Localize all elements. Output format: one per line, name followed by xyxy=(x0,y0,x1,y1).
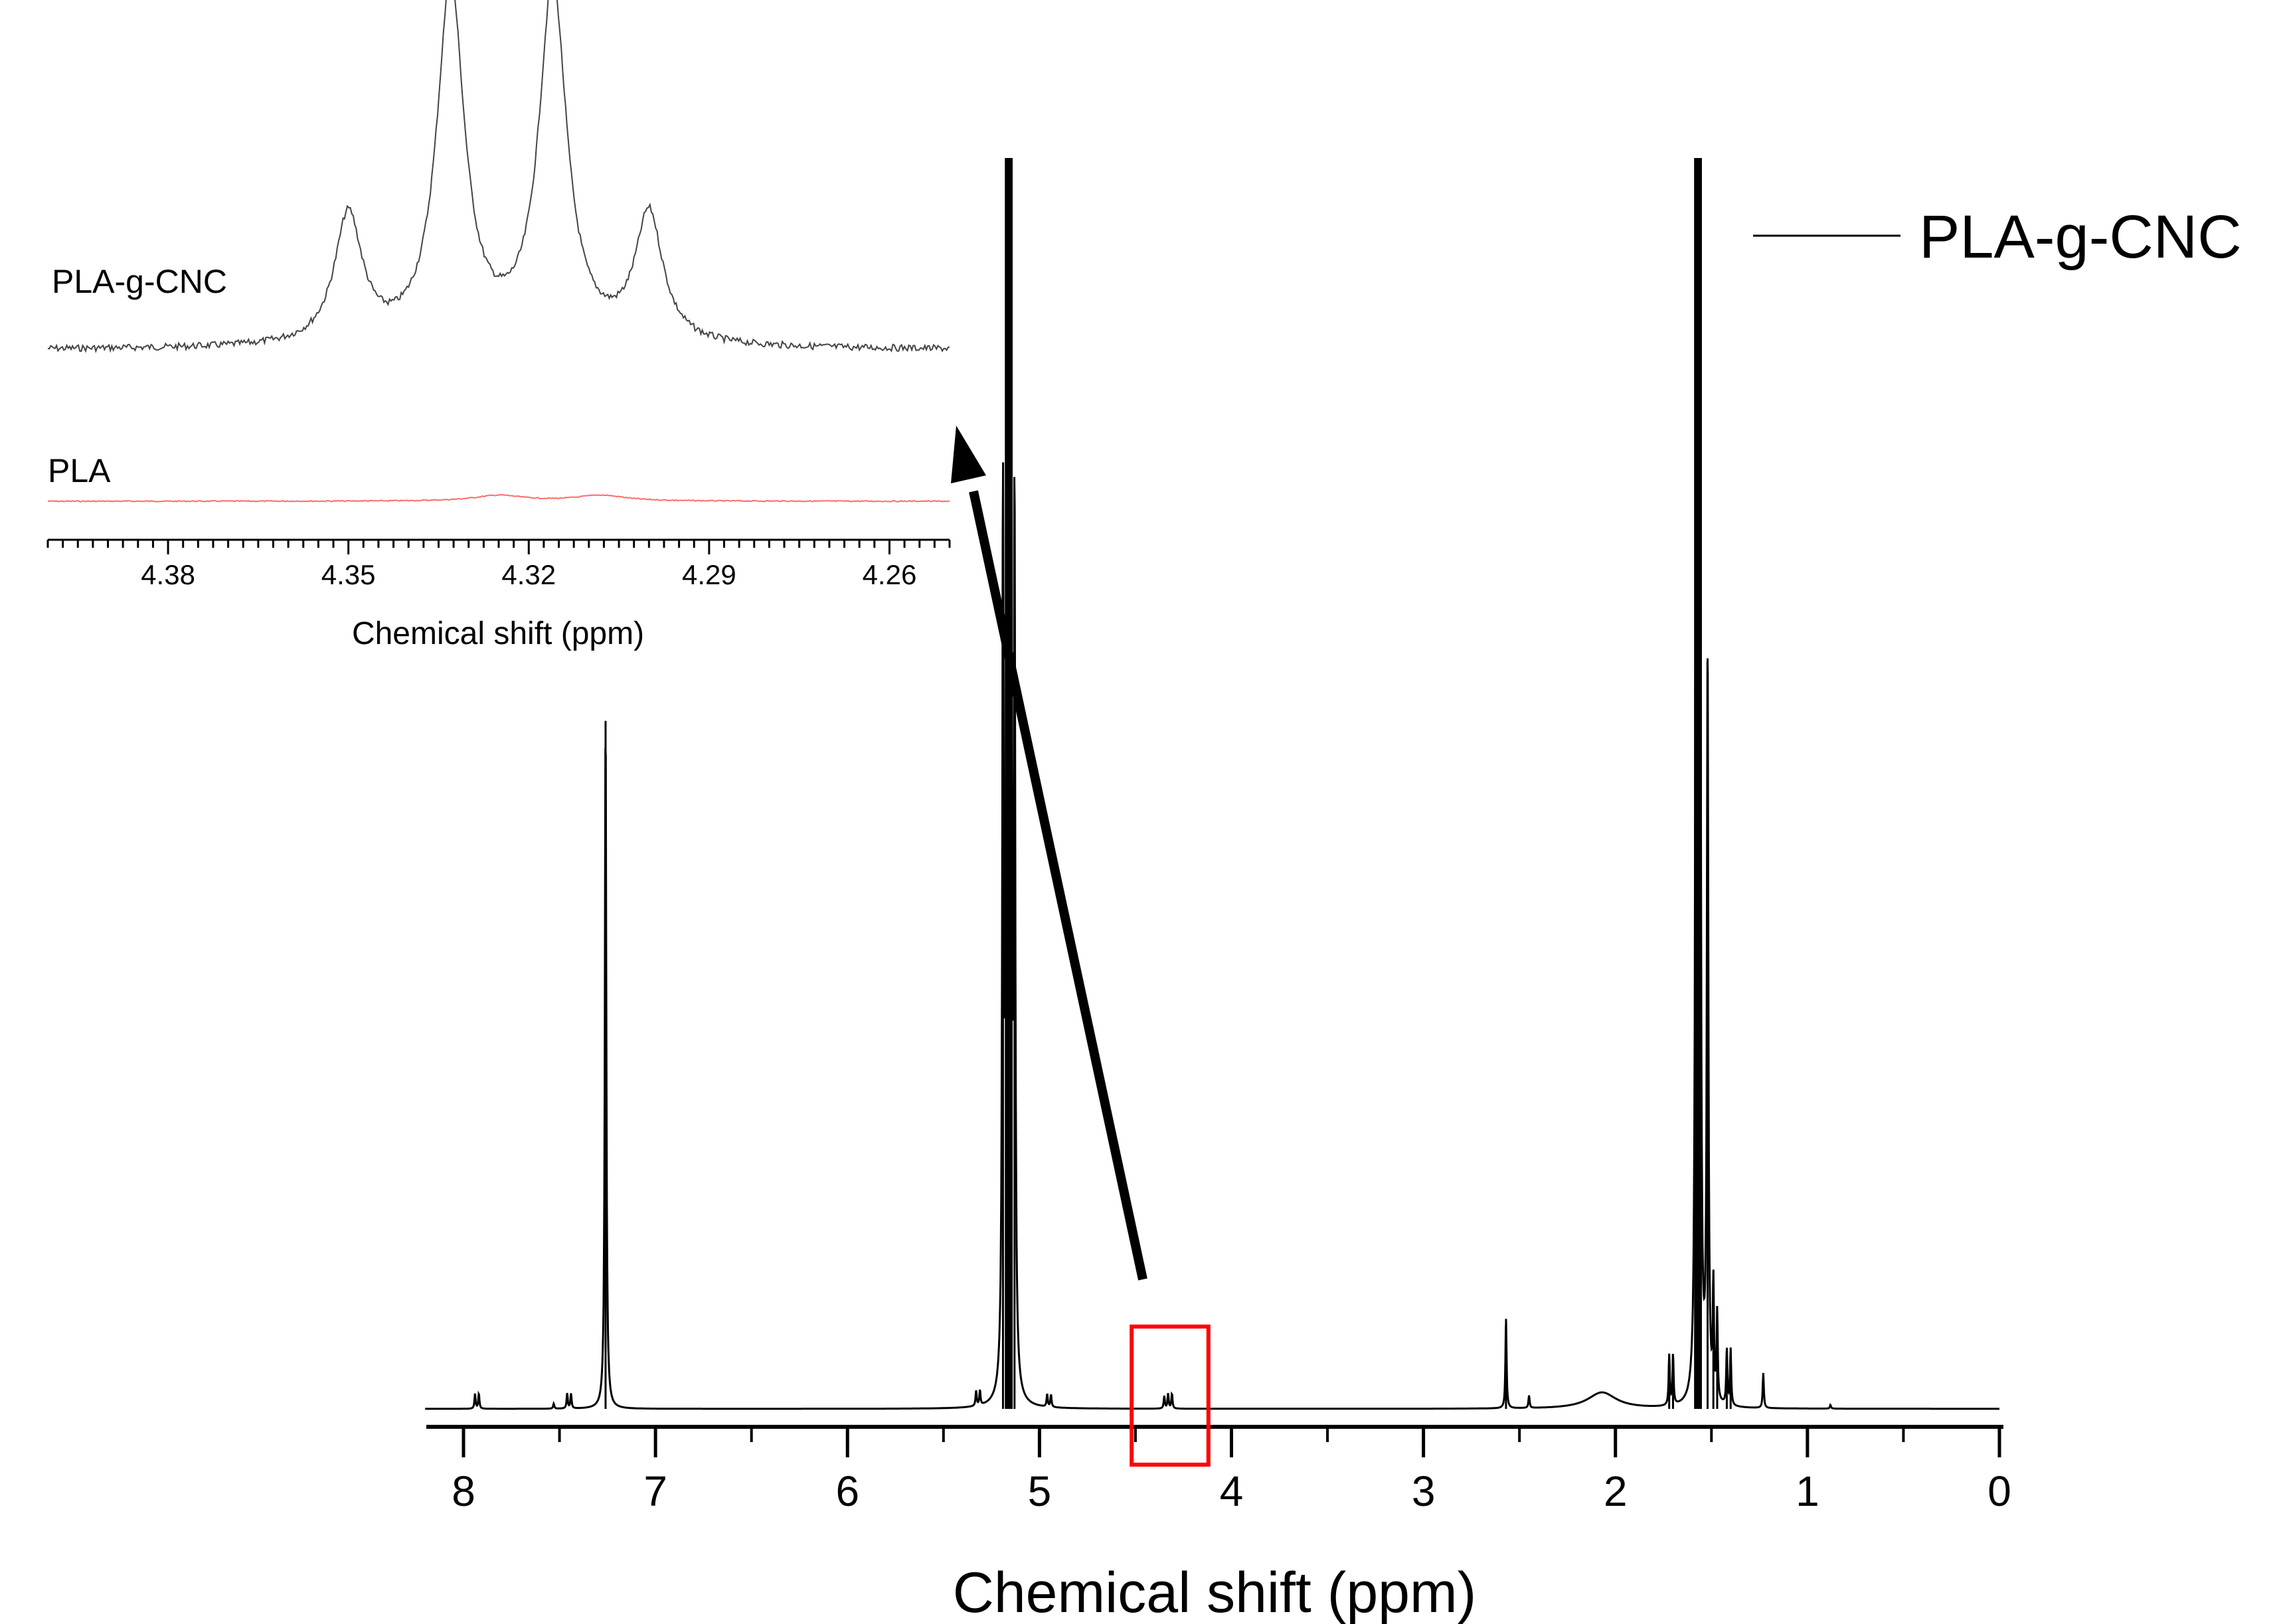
main-x-tick-label: 0 xyxy=(1987,1467,2011,1515)
main-x-tick-label: 6 xyxy=(835,1467,859,1515)
inset-series-label-pla-g-cnc: PLA-g-CNC xyxy=(52,263,227,300)
inset-x-tick-labels: 4.38 4.35 4.32 4.29 4.26 xyxy=(141,559,916,590)
inset-x-ticks xyxy=(46,540,951,554)
inset-x-tick-label: 4.29 xyxy=(682,559,736,590)
main-x-tick-label: 7 xyxy=(643,1467,667,1515)
inset-x-axis-label: Chemical shift (ppm) xyxy=(352,616,644,651)
inset-x-tick-label: 4.26 xyxy=(863,559,917,590)
main-x-tick-labels: 8 7 6 5 4 3 2 1 0 xyxy=(452,1467,2011,1515)
annotation-arrow-head xyxy=(951,426,986,483)
main-x-axis-label: Chemical shift (ppm) xyxy=(953,1561,1477,1624)
main-spectrum-line-pla-g-cnc xyxy=(425,157,1999,1410)
main-spectrum-trace xyxy=(425,157,1999,1410)
inset-x-tick-label: 4.32 xyxy=(501,559,556,590)
annotation-arrow-shaft xyxy=(969,490,1147,1281)
main-x-tick-label: 1 xyxy=(1796,1467,1819,1515)
main-x-tick-label: 3 xyxy=(1412,1467,1436,1515)
highlight-box xyxy=(1130,1325,1211,1467)
inset-x-tick-label: 4.35 xyxy=(321,559,376,590)
inset-trace-pla xyxy=(47,493,950,503)
main-x-ticks xyxy=(462,1427,2001,1457)
main-x-tick-label: 5 xyxy=(1028,1467,1052,1515)
main-x-tick-label: 2 xyxy=(1604,1467,1628,1515)
legend: PLA-g-CNC xyxy=(1753,203,2242,271)
inset-spectrum-line xyxy=(47,493,950,503)
main-x-tick-label: 8 xyxy=(452,1467,475,1515)
main-spectrum-panel: 8 7 6 5 4 3 2 1 0 Chemical shift (ppm) PLA-g-CNC xyxy=(425,157,2242,1624)
inset-spectrum-line xyxy=(47,0,950,354)
main-x-tick-label: 4 xyxy=(1220,1467,1244,1515)
inset-series-label-pla: PLA xyxy=(48,452,111,489)
legend-label-pla-g-cnc: PLA-g-CNC xyxy=(1919,203,2242,271)
inset-zoom-panel: PLA-g-CNC PLA 4.38 4.35 4.32 4.29 4.26 Chemi… xyxy=(46,0,951,651)
inset-x-tick-label: 4.38 xyxy=(141,559,195,590)
annotation-arrow xyxy=(951,426,1147,1281)
inset-trace-pla-g-cnc xyxy=(47,0,950,354)
